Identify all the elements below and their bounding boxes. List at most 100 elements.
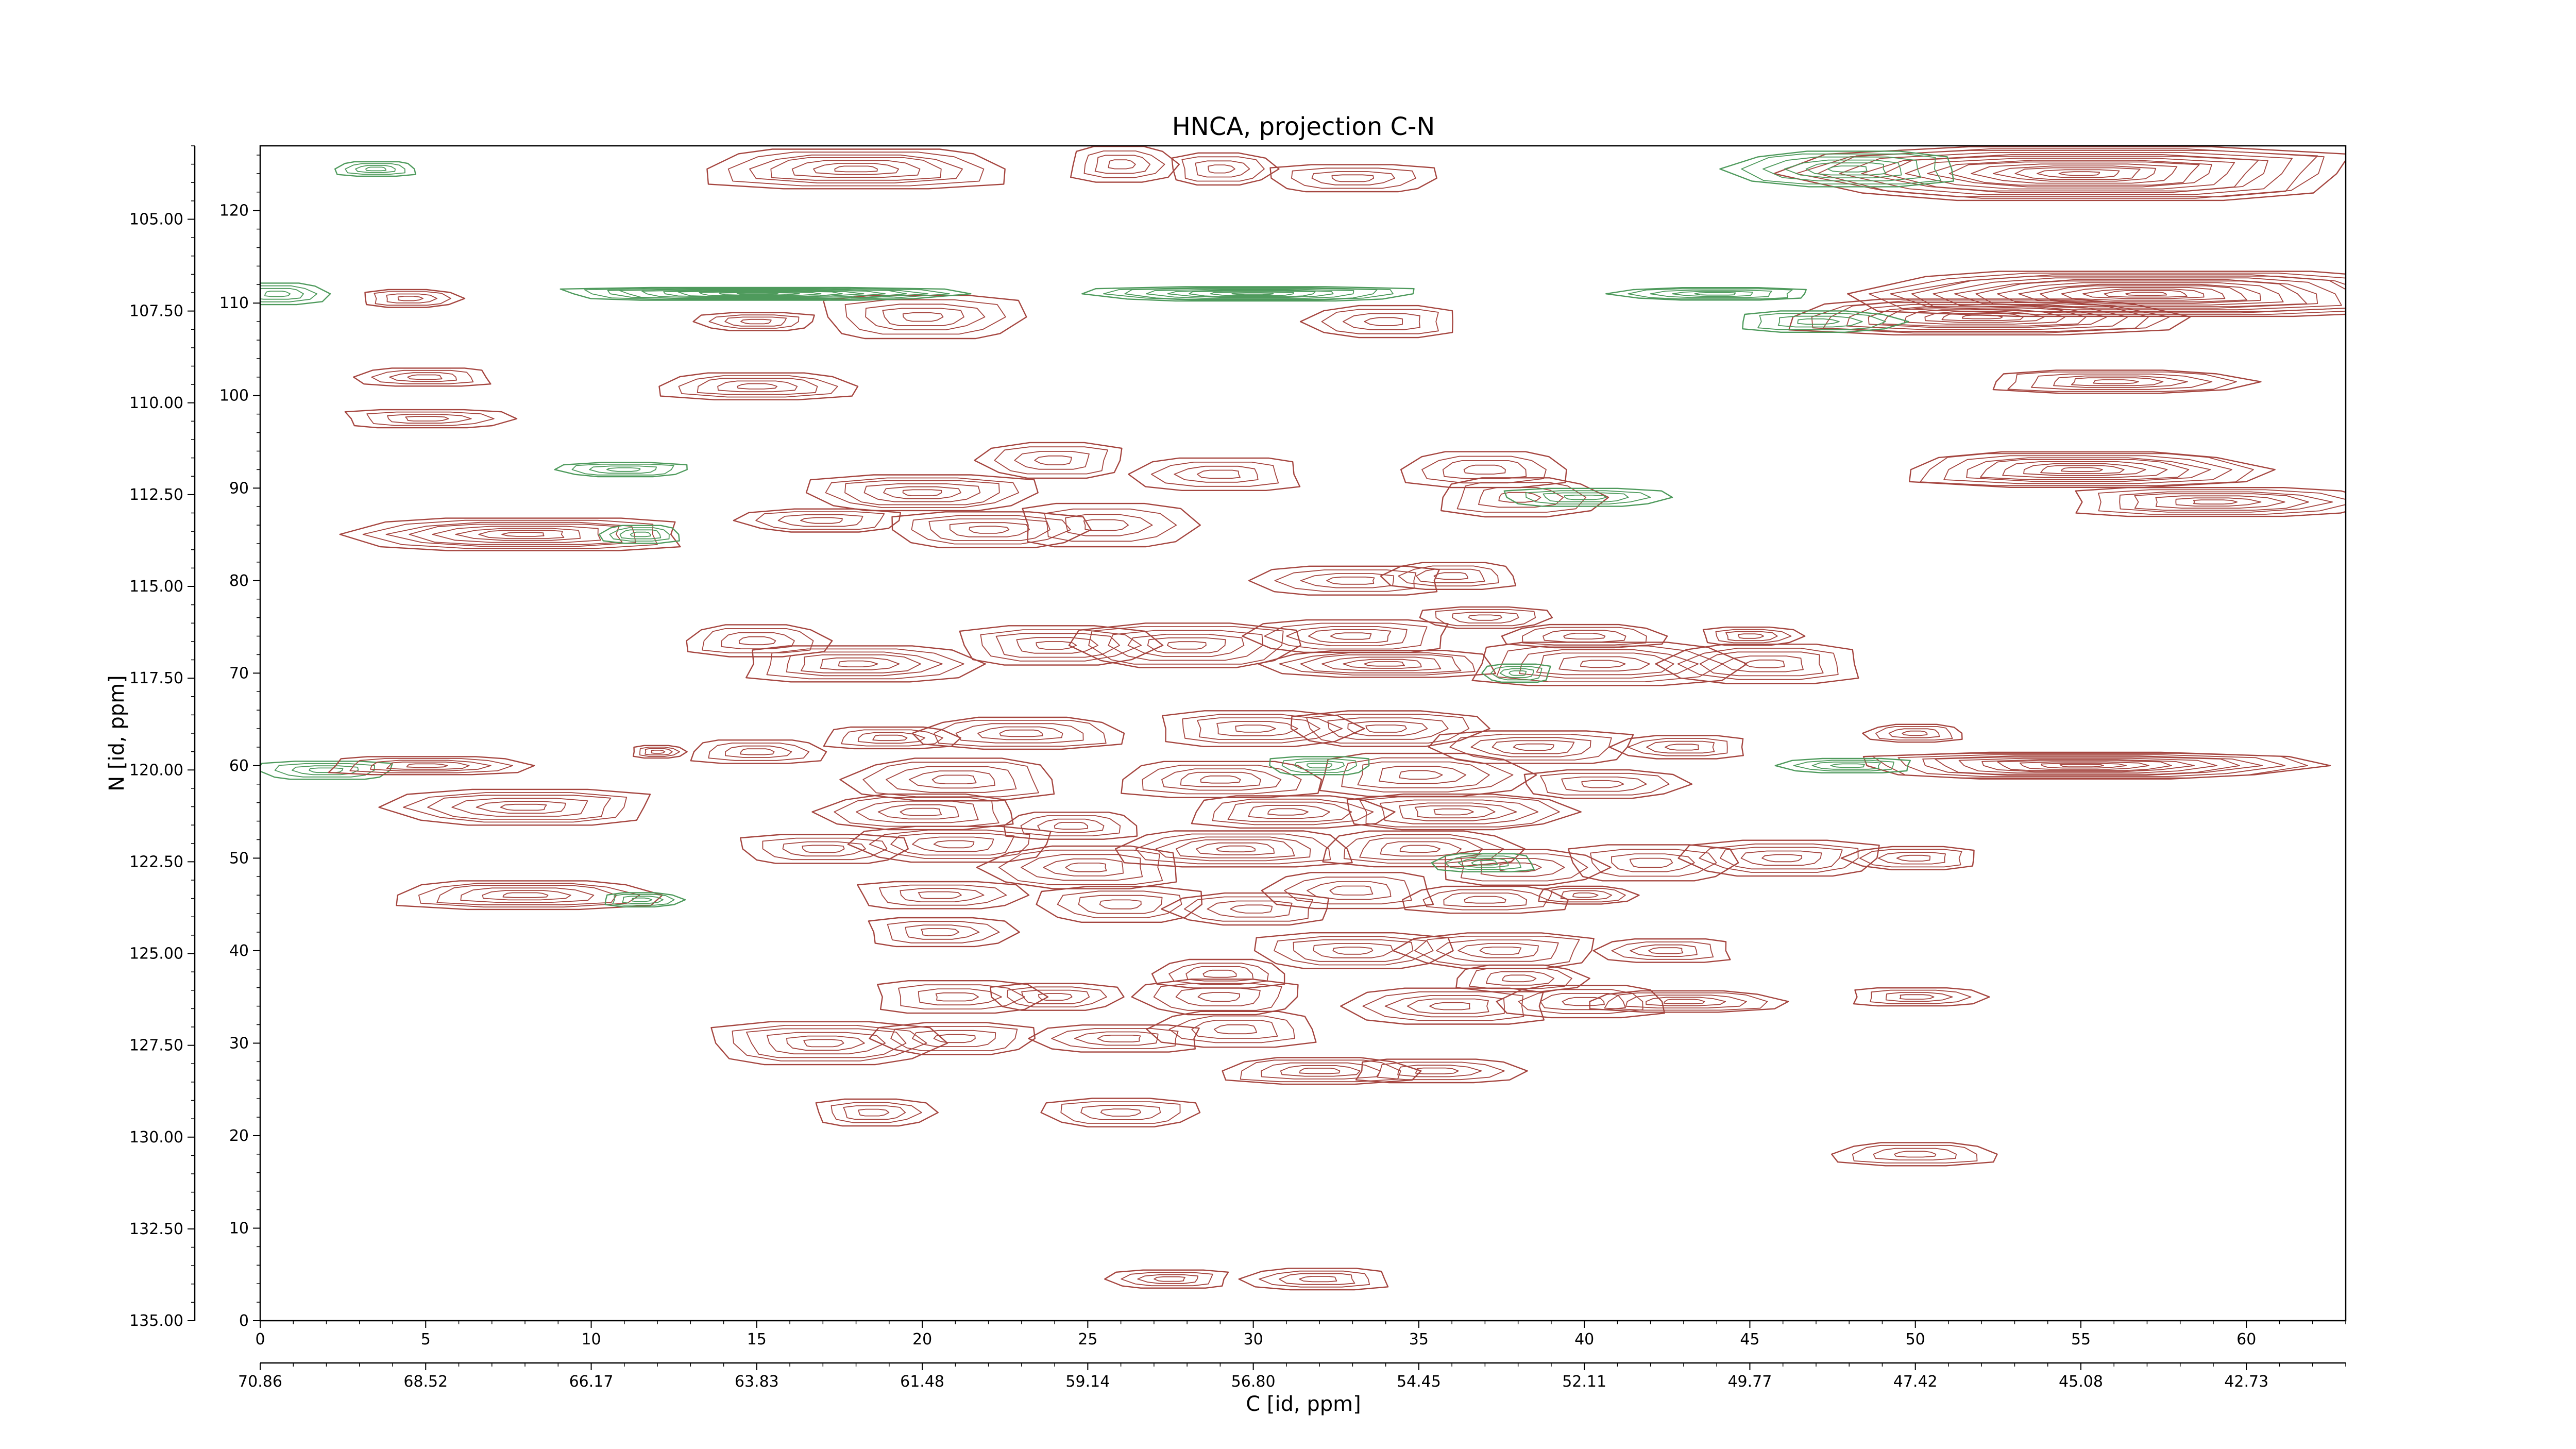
peak-contour [328,756,535,776]
contour-ring [719,292,800,296]
peak-contour [1248,565,1440,596]
contour-ring [1343,659,1422,669]
contour-ring [813,163,900,175]
contour-ring [260,761,393,780]
contour-ring [371,369,474,384]
peak-contour [1589,990,1789,1013]
peak-contour [1862,723,1963,743]
contour-ring [1248,565,1440,596]
contour-ring [1377,1062,1505,1081]
contour-ring [1299,305,1453,339]
y-index-tick-label: 40 [229,942,249,960]
contour-ring [366,411,495,426]
peak-contour [334,161,416,177]
x-ppm-tick-label: 49.77 [1727,1373,1772,1391]
contour-ring [1202,969,1237,978]
contour-ring [1359,796,1560,828]
contour-ring [1114,830,1353,868]
contour-ring [1941,313,2024,321]
contour-ring [1054,822,1089,830]
contour-ring [745,645,986,683]
contour-ring [1057,890,1182,918]
contour-ring [1227,801,1352,822]
x-ppm-tick-label: 70.86 [238,1373,282,1391]
contour-layer [260,146,2346,1291]
x-axis-label: C [id, ppm] [1246,1392,1361,1416]
contour-ring [974,442,1123,479]
contour-ring [1894,1151,1937,1158]
contour-ring [1513,743,1554,751]
peak-contour [1104,1269,1229,1289]
contour-ring [1197,992,1241,1002]
x-index-tick-label: 25 [1078,1330,1097,1349]
contour-ring [2030,373,2213,390]
contour-ring [1460,853,1588,882]
contour-ring [1108,159,1136,170]
peak-contour [1160,892,1330,926]
peak-contour [1036,886,1203,923]
y-index-tick-label: 50 [229,849,249,867]
contour-ring [2018,283,2261,304]
x-index-tick-label: 55 [2071,1330,2091,1349]
peak-contour [692,312,815,331]
contour-ring [1830,763,1865,768]
contour-ring [1948,161,2200,186]
peak-contour [1538,885,1640,905]
contour-ring [858,1108,890,1117]
contour-ring [1313,943,1394,958]
contour-ring [1975,280,2308,308]
peak-contour [1355,1058,1528,1084]
contour-ring [803,1039,844,1048]
peak-contour [733,508,902,533]
contour-ring [1543,630,1626,643]
contour-ring [1458,857,1509,868]
contour-ring [811,793,1014,831]
contour-ring [1021,989,1090,1004]
contour-ring [658,372,859,400]
contour-ring [1078,895,1163,914]
contour-ring [1365,724,1407,733]
peak-contour [805,474,1039,512]
peak-contour [604,892,686,908]
contour-ring [264,291,291,297]
peak-contour [839,757,1055,802]
contour-ring [2019,761,2149,770]
peak-contour [1040,1098,1201,1127]
contour-ring [708,314,800,329]
peak-contour [1840,846,1975,871]
contour-ring [1592,938,1731,963]
contour-ring [678,375,838,398]
contour-ring [1581,780,1624,788]
contour-ring [1490,666,1543,681]
peak-contour [1392,932,1595,969]
contour-ring [1399,845,1441,853]
contour-ring [1185,966,1254,982]
contour-ring [1737,633,1765,639]
contour-ring [1797,318,1840,325]
contour-ring [928,518,1050,541]
contour-ring [274,763,375,778]
contour-ring [345,163,405,175]
contour-ring [451,798,588,817]
contour-ring [770,157,942,181]
contour-ring [1509,670,1527,676]
contour-ring [1611,853,1695,872]
contour-ring [1536,652,1674,676]
contour-ring [820,657,900,670]
peak-contour [1567,844,1739,882]
contour-ring [2097,489,2346,515]
contour-ring [1966,457,2211,482]
contour-ring [1216,721,1298,736]
y-index-tick-label: 100 [219,387,249,405]
x-ppm-tick-label: 61.48 [900,1373,944,1391]
peak-contour [598,525,680,544]
contour-ring [1608,735,1744,760]
contour-ring [1868,273,2346,315]
contour-ring [1235,724,1276,733]
contour-ring [1468,968,1572,989]
contour-ring [1200,775,1241,784]
contour-ring [1762,156,1921,181]
contour-ring [1380,562,1517,591]
contour-ring [1496,985,1665,1019]
